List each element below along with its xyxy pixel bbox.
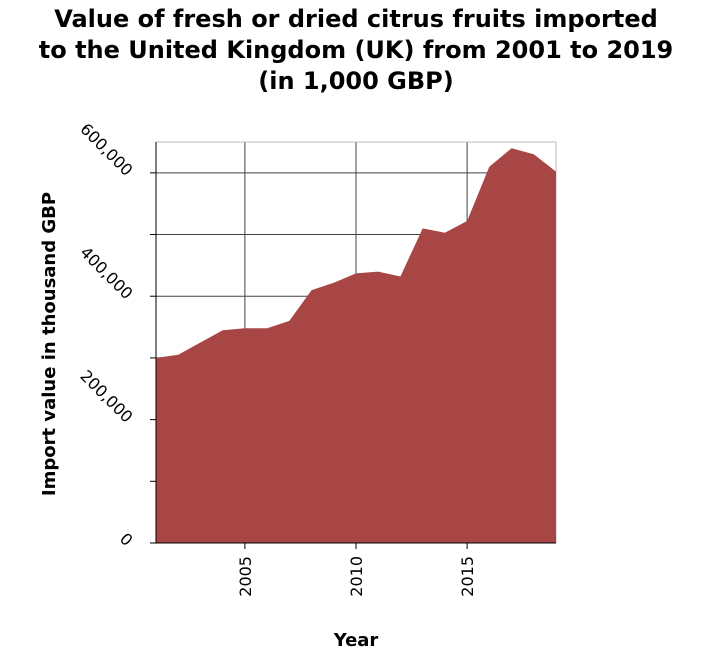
x-tick-label-2015: 2015 (458, 556, 477, 597)
chart-title-line-2: to the United Kingdom (UK) from 2001 to … (38, 36, 674, 64)
y-tick-label-200,000: 200,000 (76, 366, 136, 426)
y-tick-label-600,000: 600,000 (76, 119, 136, 179)
chart-title: Value of fresh or dried citrus fruits im… (0, 4, 712, 97)
y-tick-label-400,000: 400,000 (76, 243, 136, 303)
y-axis-title: Import value in thousand GBP (39, 192, 60, 496)
area-series (156, 148, 556, 543)
axes (150, 142, 556, 549)
chart-title-line-1: Value of fresh or dried citrus fruits im… (54, 5, 658, 33)
chart-title-line-3: (in 1,000 GBP) (258, 67, 454, 95)
y-tick-label-0: 0 (116, 529, 137, 550)
x-tick-label-2005: 2005 (236, 556, 255, 597)
x-tick-label-2010: 2010 (347, 556, 366, 597)
x-axis-title: Year (333, 630, 379, 651)
